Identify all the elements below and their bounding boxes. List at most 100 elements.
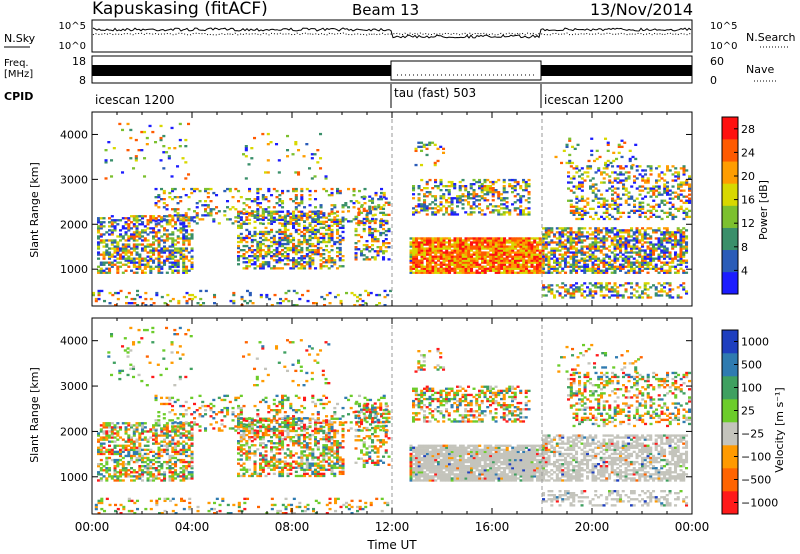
power-cell-1876 <box>409 249 413 252</box>
power-cell-119 <box>116 235 120 238</box>
power-cell-1907 <box>415 253 419 256</box>
velocity-cell-361 <box>157 456 161 460</box>
power-cell-907 <box>300 216 304 219</box>
power-cell-2182 <box>461 253 465 256</box>
power-cell-2531 <box>522 269 526 272</box>
power-cell-2877 <box>489 189 493 192</box>
power-cell-4120 <box>611 189 615 192</box>
power-cell-2370 <box>494 257 498 260</box>
power-cell-2924 <box>505 211 509 214</box>
power-cell-3188 <box>572 245 576 248</box>
power-cell-755 <box>275 246 279 250</box>
power-cell-4266 <box>655 209 659 213</box>
power-cell-1775 <box>185 299 189 303</box>
power-cell-3796 <box>544 286 548 289</box>
power-cell-2766 <box>450 203 454 206</box>
power-cell-1531 <box>368 246 372 249</box>
power-cell-818 <box>286 246 290 250</box>
power-cell-2012 <box>434 271 438 274</box>
power-cell-3328 <box>597 227 601 230</box>
power-cell-440 <box>171 219 175 222</box>
power-cell-3741 <box>676 229 680 232</box>
power-cell-357 <box>157 243 161 246</box>
power-cell-2 <box>97 265 101 268</box>
power-cell-1975 <box>426 241 430 244</box>
velocity-cell-268 <box>141 465 145 468</box>
power-cell-557 <box>237 244 241 248</box>
power-cell-1961 <box>423 237 427 240</box>
power-cell-940 <box>305 212 309 215</box>
power-cell-3131 <box>561 227 565 230</box>
power-cell-3041 <box>544 231 548 234</box>
power-cell-845 <box>292 259 296 262</box>
power-cell-4416 <box>590 137 594 140</box>
power-cell-1087 <box>333 259 337 262</box>
power-cell-2730 <box>439 209 443 212</box>
power-cell-4421 <box>604 163 608 167</box>
velocity-cell-221 <box>132 432 136 435</box>
power-cell-3128 <box>561 233 565 236</box>
power-cell-985 <box>314 234 318 238</box>
power-cell-723 <box>270 240 274 244</box>
power-cell-768 <box>278 244 282 248</box>
power-cell-4192 <box>633 209 637 213</box>
power-cell-2075 <box>442 237 446 240</box>
velocity-cell-184 <box>127 444 131 447</box>
velocity-cell-430 <box>168 442 172 445</box>
power-cell-4404 <box>568 161 572 165</box>
velocity-cell-131 <box>119 475 123 478</box>
power-cell-2399 <box>500 271 504 274</box>
power-cell-206 <box>132 239 136 242</box>
power-cell-3061 <box>550 271 554 274</box>
velocity-cell-92 <box>110 426 114 429</box>
power-cell-622 <box>250 244 254 248</box>
velocity-cell-65 <box>108 473 112 476</box>
power-cell-2963 <box>519 195 523 198</box>
velocity-cell-317 <box>149 458 153 462</box>
power-cell-927 <box>305 263 309 266</box>
velocity-cell-362 <box>157 454 161 458</box>
freq-right-tick-top: 60 <box>710 55 724 68</box>
power-cell-1240 <box>217 222 221 225</box>
power-cell-906 <box>300 218 304 222</box>
power-cell-4146 <box>616 177 620 180</box>
power-cell-2644 <box>538 237 542 240</box>
power-cell-1341 <box>289 218 293 221</box>
power-cell-4193 <box>633 205 637 208</box>
velocity-cell-25 <box>99 442 103 445</box>
power-cell-562 <box>237 224 241 228</box>
power-cell-2954 <box>516 183 520 186</box>
power-cell-4252 <box>649 173 653 176</box>
power-cell-521 <box>185 237 189 240</box>
power-cell-2977 <box>524 187 528 190</box>
power-cell-3488 <box>627 229 631 232</box>
power-cell-4116 <box>611 203 615 206</box>
power-cell-325 <box>152 235 156 238</box>
power-cell-795 <box>283 263 287 266</box>
power-cell-2302 <box>483 271 487 274</box>
power-cell-873 <box>294 218 298 222</box>
power-cell-3257 <box>586 259 590 262</box>
velocity-cell-16 <box>99 469 103 472</box>
power-cell-1976 <box>426 239 430 242</box>
power-cell-3169 <box>569 241 573 244</box>
power-cell-1886 <box>412 259 416 262</box>
power-cell-3423 <box>616 235 620 238</box>
power-cell-4213 <box>638 189 642 192</box>
velocity-cell-2 <box>97 471 101 474</box>
velocity-cell-122 <box>116 450 120 454</box>
power-cell-1467 <box>380 191 384 195</box>
power-cell-3726 <box>674 239 678 242</box>
power-cell-1965 <box>426 265 430 268</box>
power-cell-1600 <box>382 219 386 223</box>
power-cell-3374 <box>608 261 612 264</box>
power-cell-2788 <box>458 195 462 198</box>
power-cell-3433 <box>619 249 623 252</box>
power-cell-3286 <box>591 253 595 256</box>
power-cell-3305 <box>594 243 598 246</box>
power-cell-88 <box>110 223 114 226</box>
power-cell-1060 <box>327 234 331 238</box>
power-cell-3035 <box>544 245 548 248</box>
power-cell-463 <box>176 251 180 254</box>
power-cell-2348 <box>492 267 496 270</box>
